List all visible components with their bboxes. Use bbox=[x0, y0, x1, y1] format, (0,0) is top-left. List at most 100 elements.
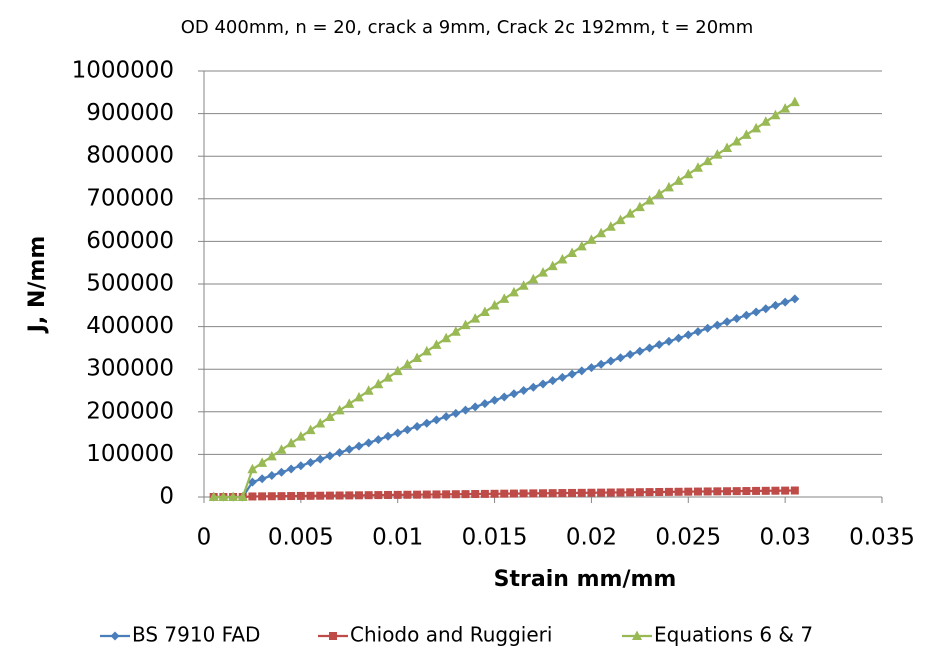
marker bbox=[596, 227, 607, 238]
marker bbox=[683, 168, 694, 179]
marker bbox=[412, 352, 423, 362]
x-tick-label: 0.005 bbox=[268, 525, 334, 551]
marker bbox=[403, 490, 412, 499]
marker bbox=[363, 385, 374, 395]
marker bbox=[499, 293, 510, 303]
marker bbox=[781, 486, 790, 495]
marker bbox=[664, 336, 674, 346]
marker bbox=[335, 448, 345, 458]
marker bbox=[470, 402, 480, 412]
marker bbox=[693, 487, 702, 496]
marker bbox=[461, 490, 470, 499]
marker bbox=[712, 149, 723, 159]
y-tick-label: 800000 bbox=[86, 143, 174, 169]
marker bbox=[374, 491, 383, 500]
marker bbox=[383, 431, 393, 441]
marker bbox=[373, 435, 383, 445]
y-tick-label: 900000 bbox=[86, 100, 174, 126]
marker bbox=[296, 491, 305, 500]
marker bbox=[557, 254, 568, 264]
marker bbox=[538, 379, 548, 389]
marker bbox=[286, 464, 296, 474]
x-axis-title: Strain mm/mm bbox=[494, 567, 677, 592]
marker bbox=[442, 490, 451, 499]
marker bbox=[432, 490, 441, 499]
marker bbox=[528, 273, 539, 284]
y-tick-label: 400000 bbox=[86, 313, 174, 339]
marker bbox=[606, 356, 616, 366]
marker bbox=[567, 369, 577, 379]
marker bbox=[480, 399, 490, 409]
legend-text: Chiodo and Ruggieri bbox=[350, 623, 552, 647]
marker bbox=[237, 491, 248, 501]
marker bbox=[431, 415, 441, 425]
marker bbox=[519, 489, 528, 498]
marker bbox=[577, 366, 587, 376]
y-tick-label: 600000 bbox=[86, 228, 174, 254]
marker bbox=[625, 350, 635, 360]
marker bbox=[751, 307, 761, 317]
marker bbox=[412, 421, 422, 431]
marker bbox=[557, 372, 567, 382]
marker bbox=[286, 437, 297, 448]
marker bbox=[770, 109, 781, 120]
y-tick-label: 700000 bbox=[86, 185, 174, 211]
marker bbox=[539, 489, 547, 498]
marker bbox=[789, 96, 800, 107]
marker bbox=[325, 451, 335, 461]
marker bbox=[247, 477, 257, 487]
marker bbox=[276, 467, 286, 477]
marker bbox=[489, 299, 500, 310]
marker bbox=[431, 339, 442, 349]
marker bbox=[267, 492, 276, 501]
marker bbox=[770, 300, 780, 310]
marker bbox=[335, 491, 344, 500]
x-tick-label: 0.025 bbox=[655, 525, 721, 551]
marker bbox=[373, 378, 384, 389]
marker bbox=[354, 491, 363, 500]
marker bbox=[626, 488, 635, 497]
marker bbox=[422, 490, 431, 499]
marker bbox=[632, 630, 642, 640]
marker bbox=[334, 404, 345, 415]
marker bbox=[441, 412, 451, 422]
marker bbox=[674, 487, 683, 496]
marker bbox=[422, 418, 432, 428]
marker bbox=[645, 343, 655, 353]
marker bbox=[316, 491, 325, 500]
marker bbox=[257, 474, 267, 484]
marker bbox=[324, 411, 335, 421]
marker bbox=[257, 457, 268, 467]
marker bbox=[344, 444, 354, 454]
marker bbox=[576, 240, 587, 251]
marker bbox=[616, 488, 625, 497]
marker bbox=[499, 392, 509, 402]
marker bbox=[295, 431, 306, 441]
marker bbox=[655, 487, 664, 496]
marker bbox=[451, 490, 460, 499]
marker bbox=[508, 286, 519, 297]
marker bbox=[451, 408, 461, 418]
marker bbox=[577, 488, 586, 497]
marker bbox=[586, 234, 597, 244]
marker bbox=[364, 438, 374, 448]
marker bbox=[703, 487, 712, 496]
marker bbox=[548, 489, 557, 498]
marker bbox=[305, 424, 316, 435]
y-tick-label: 0 bbox=[159, 484, 174, 510]
marker bbox=[509, 489, 518, 498]
marker bbox=[771, 486, 780, 495]
marker bbox=[654, 340, 664, 350]
marker bbox=[345, 491, 354, 500]
marker bbox=[558, 489, 567, 498]
marker bbox=[364, 491, 373, 500]
marker bbox=[402, 425, 412, 435]
marker bbox=[567, 247, 578, 257]
marker bbox=[402, 359, 413, 369]
marker bbox=[684, 487, 693, 496]
marker bbox=[635, 488, 644, 497]
marker bbox=[393, 490, 402, 499]
marker bbox=[218, 491, 229, 501]
marker bbox=[306, 457, 316, 467]
marker bbox=[248, 492, 257, 501]
